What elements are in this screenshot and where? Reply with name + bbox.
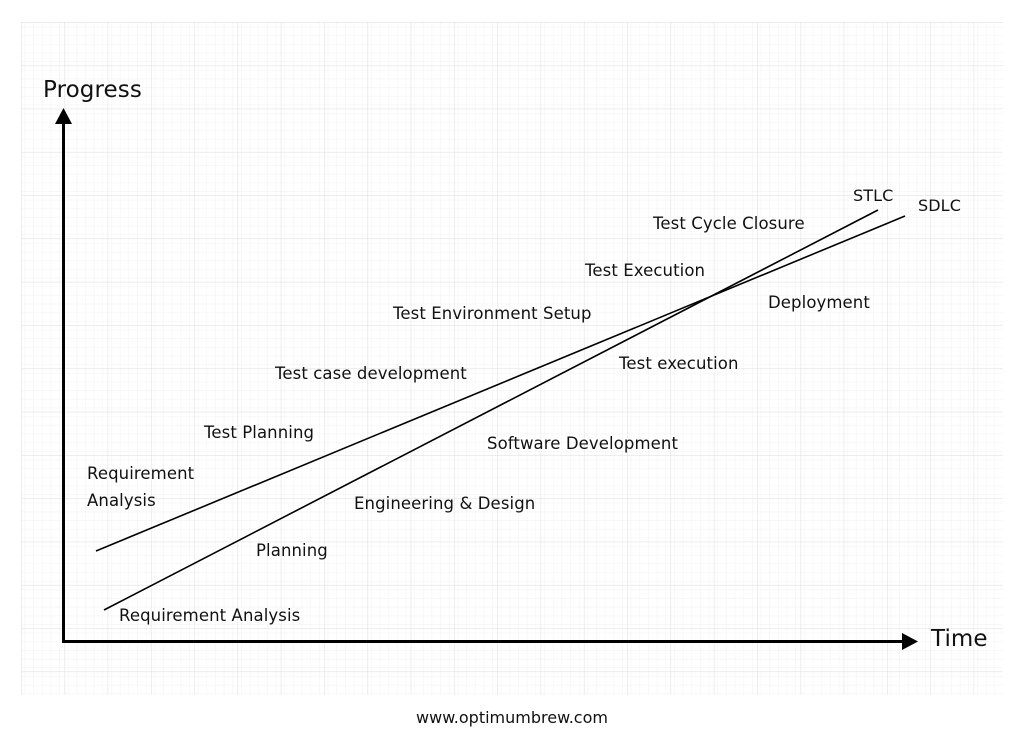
phase-label-test-planning: Test Planning	[204, 423, 315, 442]
x-axis-label: Time	[931, 626, 988, 652]
footer-url: www.optimumbrew.com	[416, 708, 608, 727]
phase-label-engineering-design: Engineering & Design	[354, 494, 536, 513]
phase-label-test-execution-stlc: Test Execution	[585, 261, 706, 280]
phase-label-requirement-analysis: Requirement Analysis	[119, 606, 301, 625]
stlc-line	[103, 209, 879, 611]
sdlc-label: SDLC	[918, 196, 961, 215]
phase-label-software-development: Software Development	[487, 434, 679, 453]
phase-label-test-execution-sdlc: Test execution	[619, 354, 739, 373]
phase-label-test-environment-setup: Test Environment Setup	[393, 304, 592, 323]
y-axis-arrowhead-icon	[55, 108, 72, 124]
x-axis-arrowhead-icon	[902, 633, 918, 650]
phase-label-requirement-line1: Requirement	[87, 464, 195, 483]
stlc-label: STLC	[853, 186, 894, 205]
phase-label-planning: Planning	[256, 541, 328, 560]
y-axis-label: Progress	[43, 77, 142, 103]
phase-label-test-cycle-closure: Test Cycle Closure	[653, 214, 805, 233]
phase-label-requirement-line2: Analysis	[87, 491, 156, 510]
grid-background	[21, 22, 1003, 695]
sdlc-line	[95, 215, 906, 552]
phase-label-test-case-development: Test case development	[275, 364, 467, 383]
phase-label-deployment: Deployment	[768, 293, 870, 312]
